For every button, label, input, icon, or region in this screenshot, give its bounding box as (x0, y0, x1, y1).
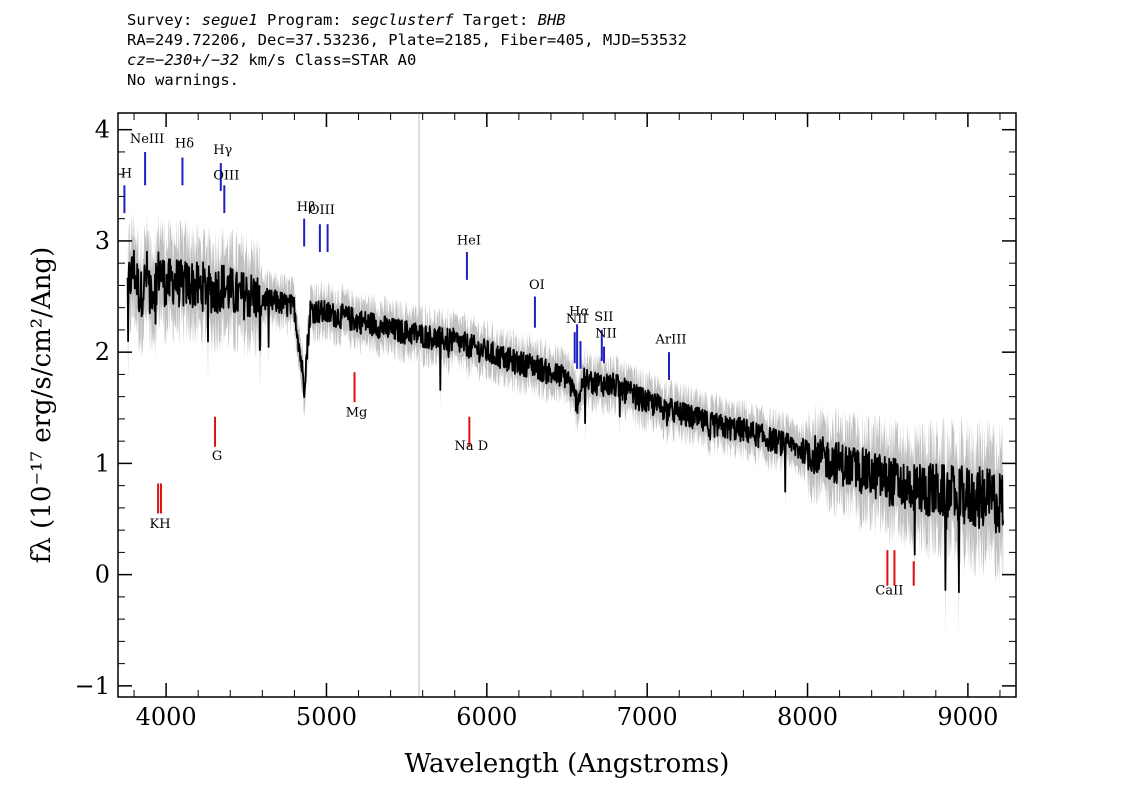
line-label: ArIII (654, 332, 686, 347)
y-tick-label: 3 (95, 227, 110, 255)
cz-value: −230+/−32 (155, 51, 239, 69)
x-tick-label: 5000 (296, 703, 357, 731)
x-tick-label: 6000 (456, 703, 517, 731)
line-label: H (121, 167, 132, 182)
line-label: Hδ (175, 136, 194, 151)
line-label: Hγ (213, 143, 232, 158)
x-tick-label: 7000 (617, 703, 678, 731)
line-label: KH (150, 517, 171, 532)
y-tick-label: −1 (75, 672, 110, 700)
line-label: CaII (875, 584, 903, 599)
class-text: km/s Class=STAR A0 (239, 51, 417, 69)
line-label: OIII (309, 203, 335, 218)
line-label: OI (529, 278, 545, 293)
target-value: BHB (537, 11, 566, 29)
plot-frame (117, 112, 1017, 698)
error-band-area (127, 210, 1004, 642)
header-line-redshift: cz=−230+/−32 km/s Class=STAR A0 (127, 50, 687, 70)
program-value: segclusterf (350, 11, 454, 29)
line-label: NeIII (130, 132, 164, 147)
line-label: NII (595, 327, 617, 342)
line-label: Mg (346, 406, 368, 421)
error-band (127, 210, 1004, 642)
y-tick-label: 4 (95, 116, 110, 144)
program-label: Program: (257, 11, 351, 29)
x-tick-label: 8000 (777, 703, 838, 731)
line-label: SII (594, 310, 613, 325)
y-axis-label: fλ (10⁻¹⁷ erg/s/cm²/Ang) (27, 247, 57, 563)
line-label: Hα (569, 304, 589, 319)
cz-label: cz= (127, 51, 155, 69)
header-line-survey: Survey: segue1 Program: segclusterf Targ… (127, 10, 687, 30)
y-tick-label: 0 (95, 561, 110, 589)
line-label: Hβ (297, 200, 316, 215)
line-label: G (212, 449, 222, 464)
survey-value: segue1 (201, 11, 258, 29)
x-tick-label: 9000 (937, 703, 998, 731)
x-axis-label: Wavelength (Angstroms) (405, 749, 730, 779)
target-label: Target: (453, 11, 538, 29)
line-label: NII (566, 312, 588, 327)
spectrum-layer (126, 249, 1005, 594)
line-label: OIII (213, 169, 239, 184)
line-label: HeI (457, 233, 481, 248)
axis-ticks: 4000 5000 6000 7000 8000 9000 −1 0 1 2 3 4 (75, 113, 1016, 731)
spectrum-header: Survey: segue1 Program: segclusterf Targ… (127, 10, 687, 90)
line-label: Na D (454, 439, 488, 454)
header-line-coords: RA=249.72206, Dec=37.53236, Plate=2185, … (127, 31, 687, 49)
y-tick-label: 1 (95, 449, 110, 477)
y-tick-label: 2 (95, 338, 110, 366)
header-line-warnings: No warnings. (127, 71, 239, 89)
spectrum-line (126, 249, 1005, 594)
survey-label: Survey: (127, 11, 202, 29)
x-tick-label: 4000 (136, 703, 197, 731)
